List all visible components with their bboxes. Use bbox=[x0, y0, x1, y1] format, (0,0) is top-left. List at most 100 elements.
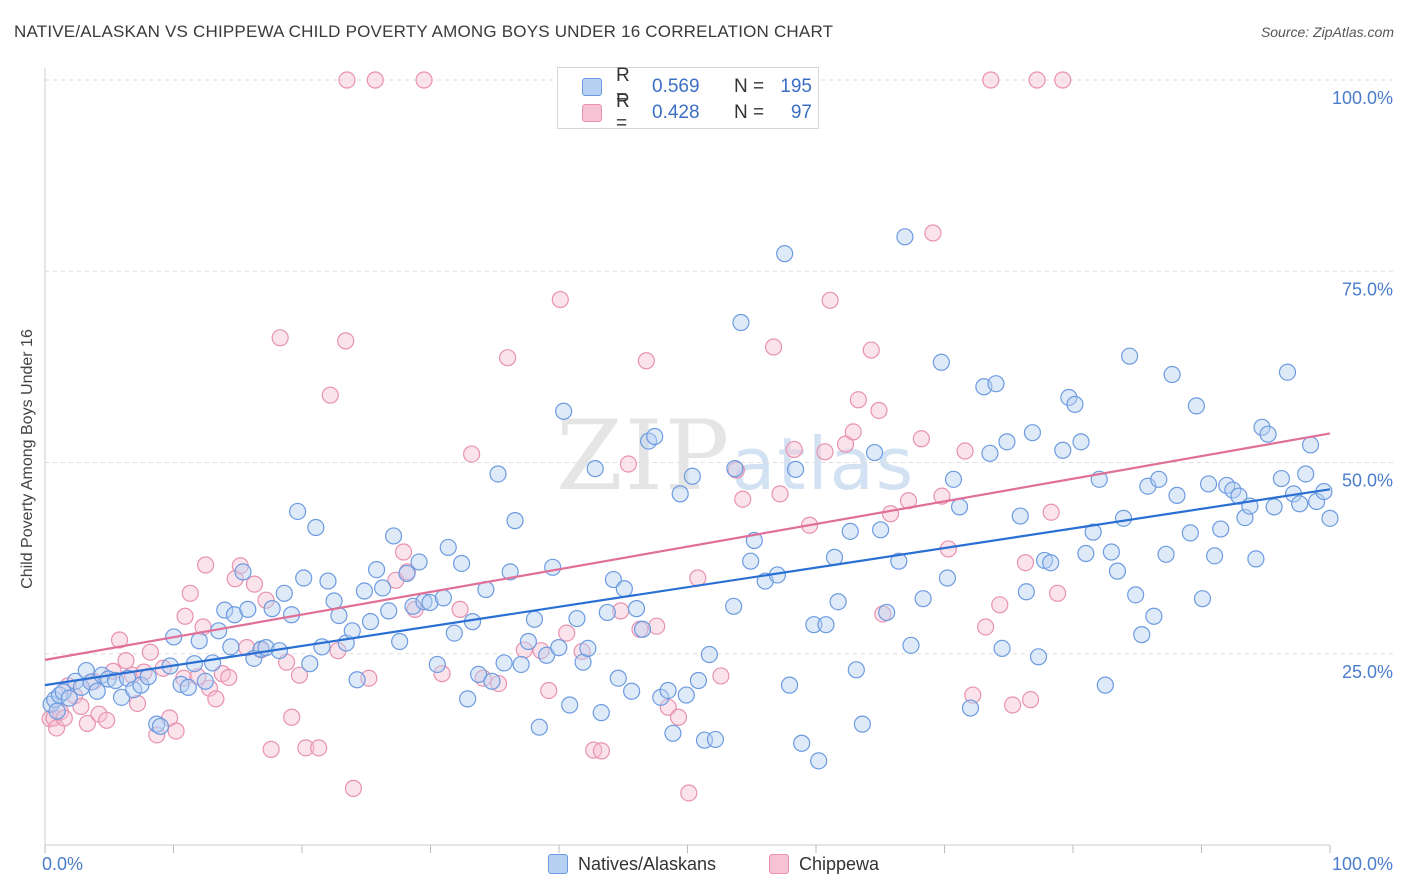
chippewa-point bbox=[821, 291, 839, 309]
native-point bbox=[179, 678, 197, 697]
chippewa-point bbox=[344, 779, 362, 797]
native-point bbox=[1133, 626, 1151, 644]
native-point bbox=[404, 597, 422, 615]
chippewa-point bbox=[110, 631, 129, 649]
native-point bbox=[530, 718, 548, 736]
native-point bbox=[938, 569, 957, 587]
chippewa-point bbox=[836, 435, 855, 453]
y-tick-label: 100.0% bbox=[1332, 88, 1393, 108]
native-point bbox=[1206, 547, 1224, 565]
y-tick-label: 75.0% bbox=[1342, 279, 1393, 299]
chippewa-point bbox=[1042, 503, 1060, 521]
native-point bbox=[776, 245, 794, 263]
native-point bbox=[1265, 498, 1283, 516]
native-point bbox=[598, 603, 616, 622]
chippewa-point bbox=[862, 341, 880, 359]
chippewa-point bbox=[764, 338, 783, 356]
chippewa-point bbox=[262, 740, 280, 758]
native-point bbox=[1272, 469, 1291, 488]
native-point bbox=[1150, 470, 1168, 488]
legend-r-value: 0.428 bbox=[652, 102, 700, 123]
native-point bbox=[555, 402, 573, 420]
native-point bbox=[810, 752, 828, 770]
native-point bbox=[586, 460, 604, 478]
native-point bbox=[204, 654, 222, 672]
native-point bbox=[1084, 523, 1102, 541]
native-point bbox=[1077, 544, 1095, 563]
native-point bbox=[428, 655, 446, 674]
legend-r-value: 0.569 bbox=[652, 76, 700, 97]
native-point bbox=[1060, 388, 1078, 407]
chippewa-point bbox=[771, 485, 789, 503]
native-point bbox=[1181, 524, 1199, 542]
chippewa-point bbox=[451, 600, 469, 618]
native-point bbox=[1247, 550, 1265, 568]
chippewa-point bbox=[982, 71, 1000, 89]
native-point bbox=[604, 570, 623, 589]
chippewa-point bbox=[816, 443, 834, 461]
native-point bbox=[623, 682, 641, 700]
chippewa-point bbox=[366, 71, 384, 89]
bottom-legend-swatch-natives bbox=[548, 854, 568, 874]
native-point bbox=[1120, 347, 1139, 365]
native-point bbox=[1163, 365, 1181, 384]
native-point bbox=[1114, 509, 1133, 527]
native-point bbox=[289, 502, 307, 521]
native-point bbox=[1127, 586, 1145, 604]
native-point bbox=[987, 375, 1005, 393]
native-point bbox=[592, 704, 610, 722]
chippewa-point bbox=[540, 681, 558, 700]
native-point bbox=[659, 681, 677, 700]
native-point bbox=[380, 602, 398, 620]
chippewa-trend-line bbox=[44, 432, 1331, 661]
chippewa-point bbox=[619, 455, 637, 473]
chippewa-point bbox=[1021, 691, 1040, 709]
source-label: Source: ZipAtlas.com bbox=[1260, 24, 1394, 40]
native-point bbox=[1157, 545, 1175, 563]
native-point bbox=[374, 579, 392, 597]
native-point bbox=[805, 616, 823, 634]
native-point bbox=[902, 636, 920, 654]
native-point bbox=[538, 646, 556, 664]
native-point bbox=[1029, 648, 1048, 666]
native-point bbox=[216, 601, 234, 619]
native-point bbox=[652, 688, 670, 706]
native-point bbox=[1321, 509, 1339, 527]
native-point bbox=[627, 600, 646, 618]
chippewa-point bbox=[338, 71, 356, 89]
native-point bbox=[190, 632, 208, 650]
chippewa-point bbox=[433, 665, 451, 683]
chippewa-point bbox=[558, 624, 576, 642]
chippewa-point bbox=[849, 391, 868, 409]
native-point bbox=[1054, 441, 1072, 459]
native-point bbox=[646, 427, 664, 446]
chippewa-point bbox=[310, 739, 328, 757]
bottom-legend-chippewa: Chippewa bbox=[769, 852, 879, 876]
chippewa-point bbox=[977, 618, 995, 636]
native-point bbox=[367, 560, 386, 579]
chippewa-point bbox=[220, 668, 238, 687]
chippewa-point bbox=[176, 607, 194, 625]
chippewa-point bbox=[680, 784, 698, 802]
chippewa-point bbox=[207, 690, 225, 708]
chippewa-point bbox=[141, 643, 159, 661]
chippewa-point bbox=[648, 617, 666, 635]
chippewa-point bbox=[98, 711, 116, 729]
chippewa-point bbox=[785, 440, 803, 459]
native-point bbox=[950, 498, 969, 516]
legend-row-natives: R = 0.569 N = 195 bbox=[582, 65, 812, 108]
chippewa-point bbox=[532, 642, 550, 660]
native-point bbox=[944, 470, 963, 488]
native-point bbox=[847, 661, 865, 679]
chippewa-point bbox=[72, 697, 90, 716]
chippewa-point bbox=[257, 591, 275, 609]
native-point bbox=[732, 313, 750, 332]
native-point bbox=[706, 730, 725, 749]
native-point bbox=[512, 655, 530, 674]
native-point bbox=[683, 467, 701, 485]
native-point bbox=[786, 460, 805, 478]
native-point bbox=[445, 624, 463, 642]
native-point bbox=[434, 589, 452, 607]
native-point bbox=[307, 518, 325, 537]
chippewa-point bbox=[689, 569, 707, 587]
